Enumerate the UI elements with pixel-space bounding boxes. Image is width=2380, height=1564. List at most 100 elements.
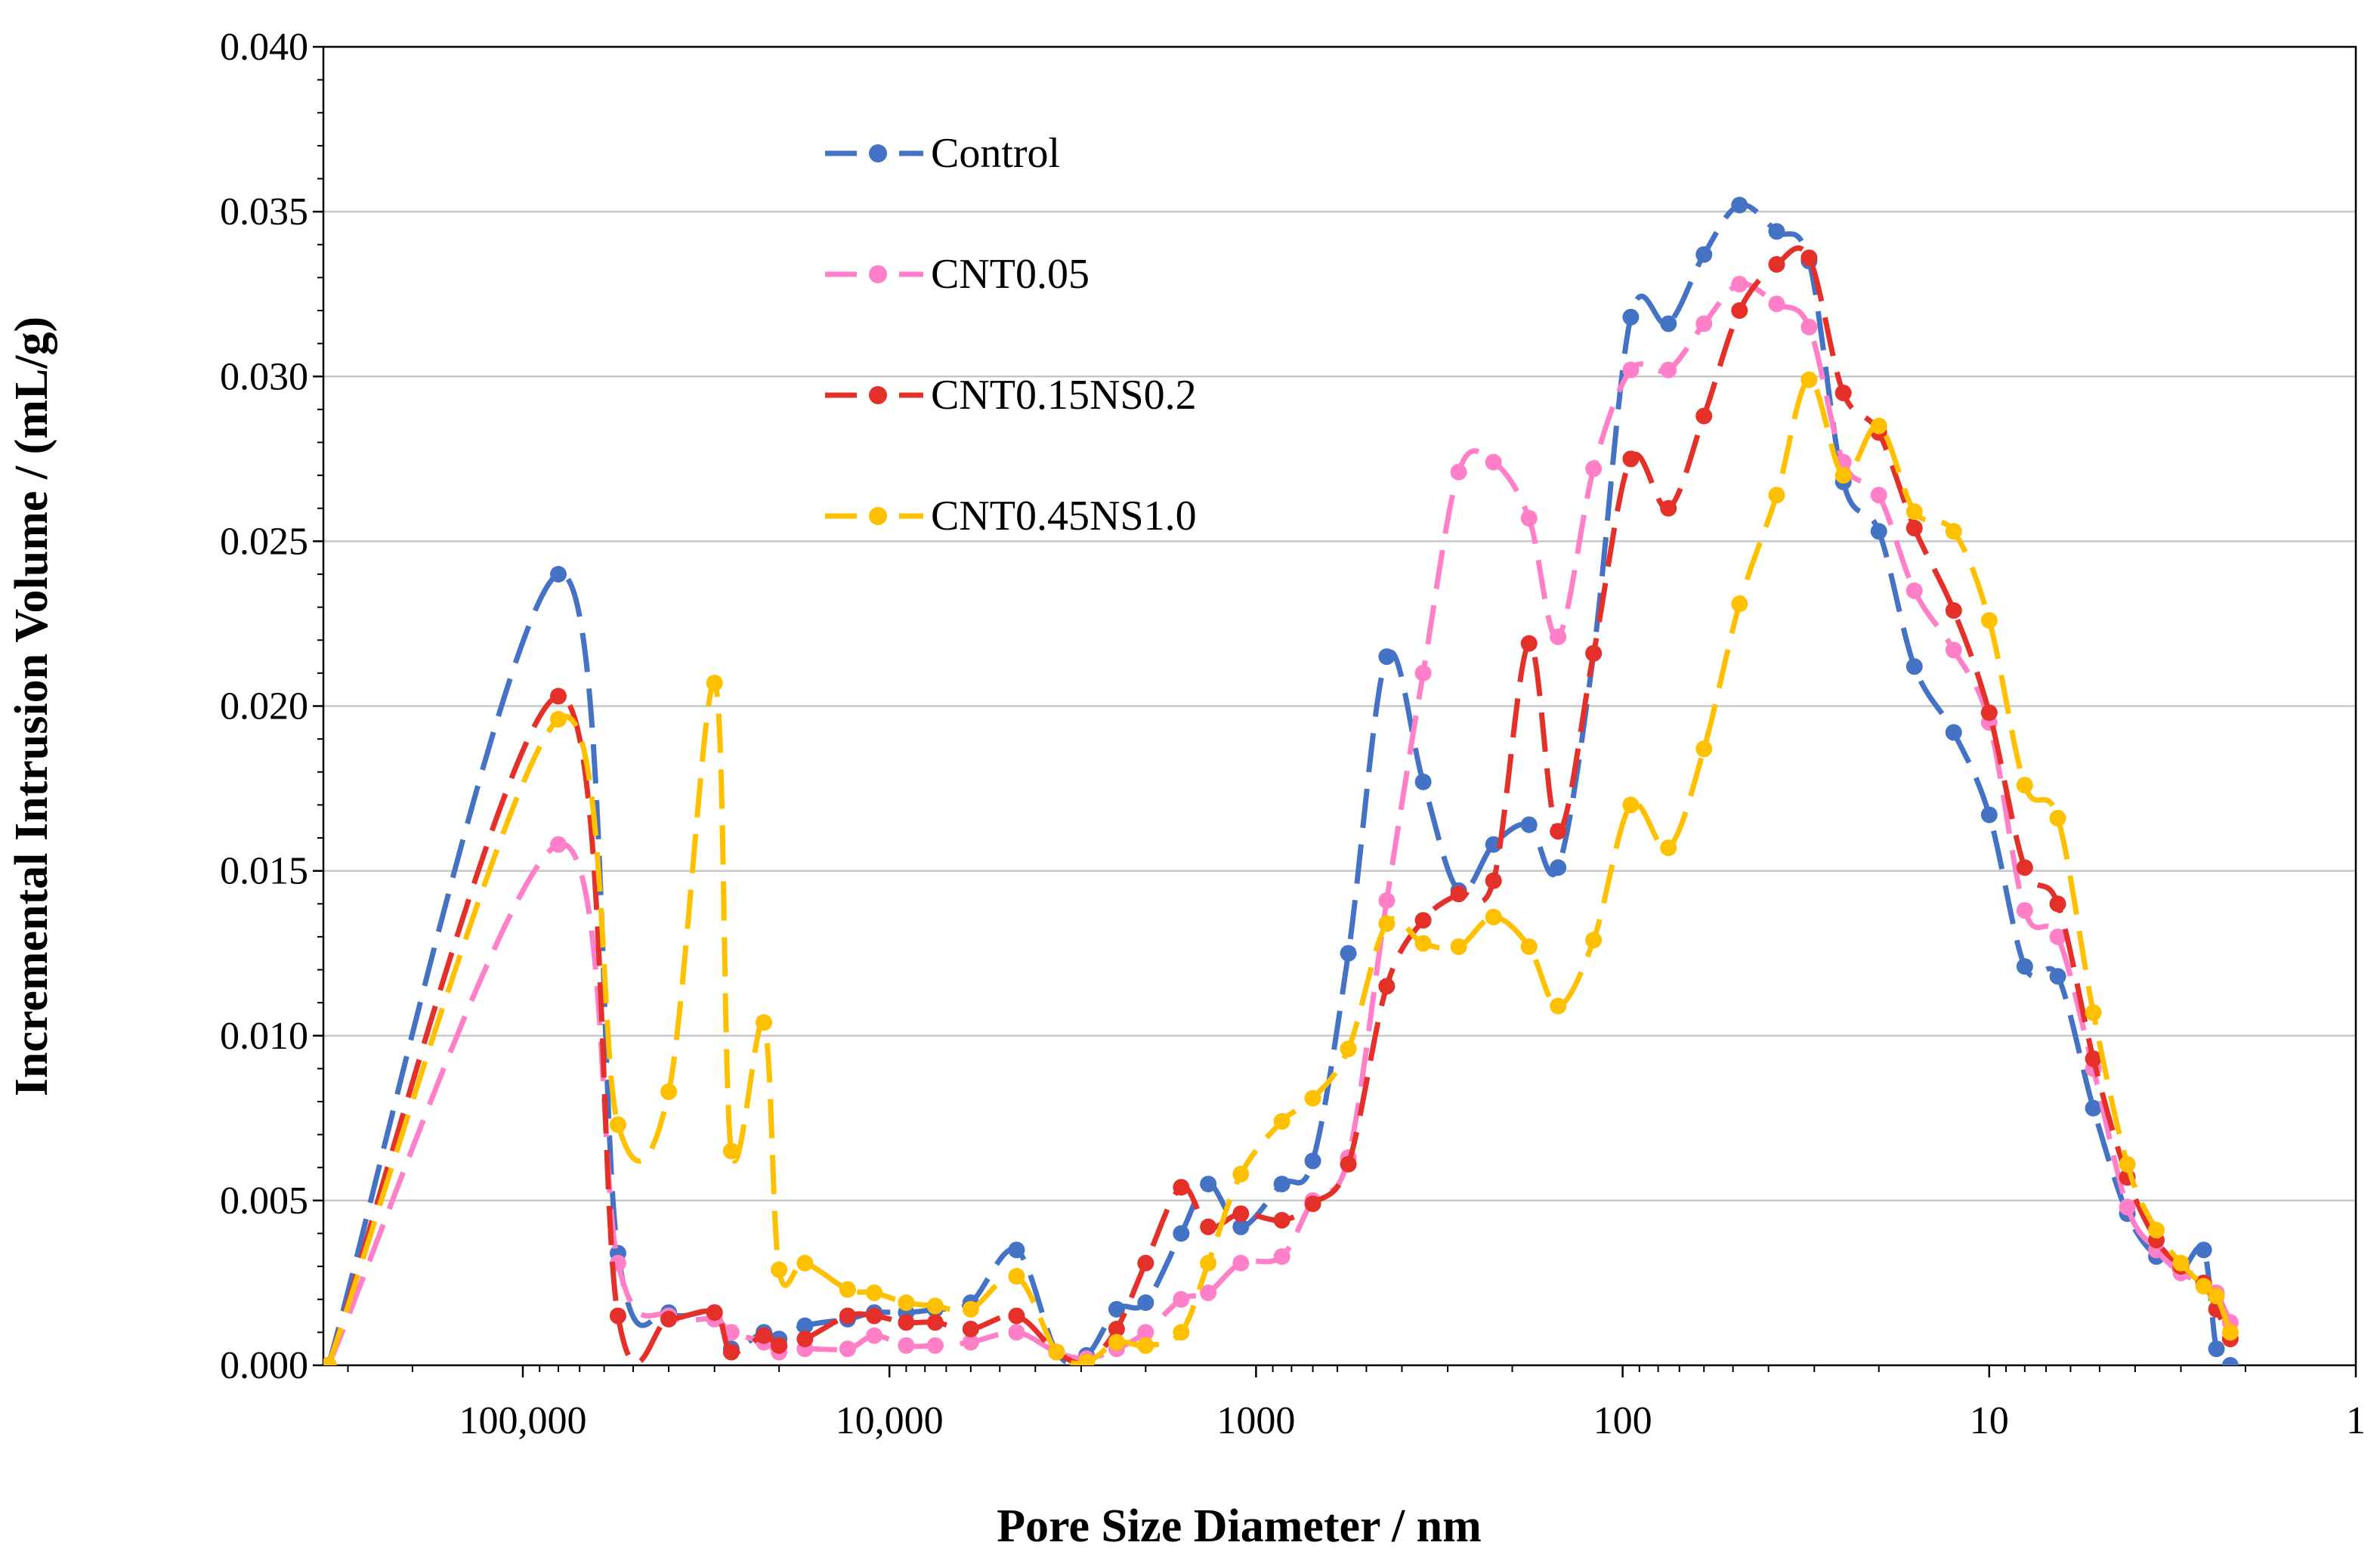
data-point bbox=[1173, 1324, 1190, 1341]
data-point bbox=[2016, 958, 2033, 975]
data-point bbox=[926, 1297, 944, 1315]
data-point bbox=[2195, 1278, 2212, 1295]
data-point bbox=[1906, 503, 1923, 521]
data-point bbox=[1906, 582, 1923, 599]
y-tick-label: 0.005 bbox=[220, 1179, 308, 1222]
data-point bbox=[1768, 295, 1785, 313]
data-point bbox=[1622, 796, 1640, 814]
data-point bbox=[1980, 612, 1998, 629]
data-point bbox=[796, 1317, 814, 1334]
data-point bbox=[1731, 595, 1748, 613]
data-point bbox=[962, 1300, 979, 1318]
data-point bbox=[1485, 453, 1502, 471]
data-point bbox=[1800, 371, 1818, 388]
data-point bbox=[1108, 1300, 1125, 1318]
data-point bbox=[1550, 628, 1567, 645]
data-point bbox=[1980, 806, 1998, 824]
data-point bbox=[1378, 648, 1396, 666]
data-point bbox=[1980, 704, 1998, 722]
data-point bbox=[1800, 249, 1818, 267]
data-point bbox=[1520, 635, 1538, 652]
data-point bbox=[1273, 1176, 1290, 1193]
data-point bbox=[1340, 944, 1357, 962]
data-point bbox=[1304, 1195, 1321, 1213]
data-point bbox=[1414, 912, 1432, 929]
data-point bbox=[1232, 1165, 1250, 1182]
data-point bbox=[1414, 935, 1432, 952]
data-point bbox=[1520, 938, 1538, 955]
data-point bbox=[796, 1254, 814, 1272]
data-point bbox=[1200, 1284, 1217, 1302]
data-point bbox=[1945, 724, 1962, 741]
data-point bbox=[866, 1307, 883, 1324]
data-point bbox=[2221, 1324, 2239, 1341]
data-point bbox=[1008, 1241, 1025, 1259]
data-point bbox=[660, 1083, 678, 1100]
data-point bbox=[1108, 1321, 1125, 1338]
data-point bbox=[2221, 1357, 2239, 1365]
data-point bbox=[898, 1314, 915, 1331]
data-point bbox=[660, 1310, 678, 1328]
legend-entry: CNT0.15NS0.2 bbox=[825, 372, 1197, 419]
y-tick-label: 0.040 bbox=[220, 26, 308, 69]
data-point bbox=[1870, 487, 1887, 504]
data-point bbox=[1550, 997, 1567, 1015]
data-point bbox=[1550, 823, 1567, 840]
data-point bbox=[2016, 777, 2033, 794]
y-tick-label: 0.000 bbox=[220, 1344, 308, 1387]
data-point bbox=[839, 1281, 856, 1298]
data-point bbox=[706, 674, 723, 691]
data-point bbox=[1585, 460, 1603, 478]
y-tick-label: 0.030 bbox=[220, 355, 308, 398]
data-point bbox=[926, 1314, 944, 1331]
y-axis-title: Incremental Intrusion Volume / (mL/g) bbox=[6, 317, 57, 1096]
data-point bbox=[756, 1014, 773, 1031]
data-point bbox=[1695, 740, 1713, 758]
data-point bbox=[1173, 1179, 1190, 1196]
data-point bbox=[1660, 361, 1677, 379]
data-point bbox=[1340, 1155, 1357, 1173]
legend-marker bbox=[869, 265, 887, 283]
x-tick-label: 10 bbox=[1970, 1399, 2009, 1442]
data-point bbox=[1378, 892, 1396, 909]
axes: 0.000 0.005 0.010 0.015 0.020 0.025 0.030 0.035… bbox=[220, 26, 2366, 1442]
data-point bbox=[926, 1337, 944, 1354]
plot-frame bbox=[322, 45, 2357, 1367]
data-point bbox=[1485, 908, 1502, 926]
data-point bbox=[1137, 1254, 1154, 1272]
data-point bbox=[1768, 223, 1785, 240]
legend: Control CNT0.05 CNT0.15NS0.2 CNT0.45NS1.0 bbox=[825, 130, 1197, 539]
data-point bbox=[1378, 915, 1396, 932]
data-point bbox=[1200, 1218, 1217, 1235]
legend-entry: CNT0.45NS1.0 bbox=[825, 493, 1197, 539]
data-point bbox=[2119, 1198, 2136, 1216]
data-point bbox=[866, 1327, 883, 1344]
data-point bbox=[839, 1307, 856, 1324]
series-cnt0-45ns1-0 bbox=[323, 371, 2239, 1365]
data-point bbox=[898, 1294, 915, 1312]
data-point bbox=[1800, 318, 1818, 335]
data-point bbox=[1173, 1225, 1190, 1242]
data-point bbox=[1660, 839, 1677, 857]
data-point bbox=[1585, 932, 1603, 949]
x-tick-label: 1 bbox=[2346, 1399, 2366, 1442]
data-point bbox=[1108, 1334, 1125, 1351]
data-point bbox=[839, 1340, 856, 1358]
series-cnt0-15ns0-2 bbox=[323, 245, 2239, 1365]
data-point bbox=[1731, 276, 1748, 293]
data-point bbox=[1273, 1113, 1290, 1130]
data-point bbox=[1485, 872, 1502, 889]
data-point bbox=[1731, 196, 1748, 214]
data-point bbox=[1834, 385, 1852, 402]
legend-label: CNT0.05 bbox=[931, 251, 1090, 298]
data-point bbox=[1695, 407, 1713, 425]
data-point bbox=[706, 1304, 723, 1321]
data-point bbox=[2016, 901, 2033, 919]
data-point bbox=[1414, 664, 1432, 682]
data-point bbox=[1340, 1040, 1357, 1058]
data-point bbox=[771, 1337, 788, 1354]
data-point bbox=[1304, 1090, 1321, 1107]
data-point bbox=[1731, 302, 1748, 319]
x-tick-label: 100 bbox=[1593, 1399, 1652, 1442]
x-tick-label: 1000 bbox=[1216, 1399, 1295, 1442]
